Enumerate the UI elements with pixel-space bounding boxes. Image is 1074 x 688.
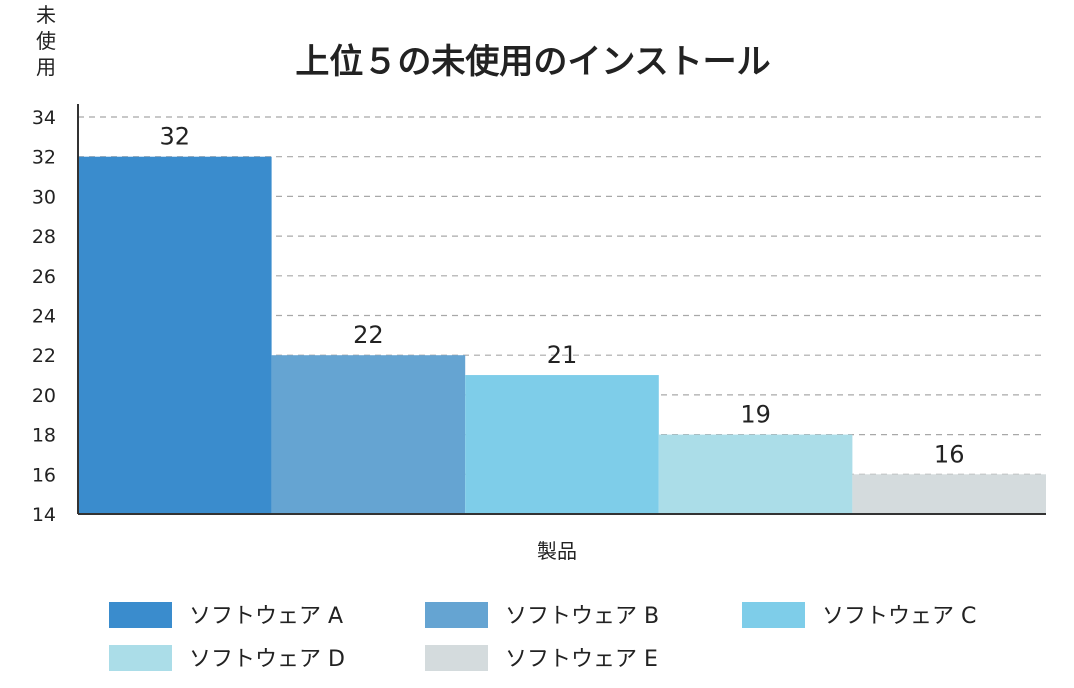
legend-swatch: [425, 602, 488, 628]
bar: [658, 434, 853, 514]
bar-value-label: 16: [934, 440, 965, 468]
bars: [78, 156, 1046, 514]
bar: [271, 355, 466, 514]
y-tick-label: 34: [32, 107, 56, 129]
bar: [852, 474, 1046, 514]
legend-label: ソフトウェア C: [822, 604, 976, 629]
y-tick-label: 24: [32, 306, 56, 328]
bar-value-label: 22: [353, 321, 384, 349]
y-tick-label: 18: [32, 425, 56, 447]
bar-value-label: 32: [160, 123, 191, 151]
gridlines: [78, 116, 1046, 475]
legend-swatch: [109, 645, 172, 671]
bar: [465, 375, 659, 514]
y-tick-label: 14: [32, 504, 56, 526]
legend-label: ソフトウェア D: [189, 647, 345, 672]
chart-title: 上位５の未使用のインストール: [295, 42, 770, 82]
bar-value-label: 19: [740, 401, 771, 429]
y-axis-ticks: 14 16 18 20 22 24 26 28 30 32 34: [32, 107, 56, 526]
legend-swatch: [109, 602, 172, 628]
bar-value-label: 21: [547, 341, 578, 369]
x-axis-title: 製品: [537, 539, 577, 563]
y-tick-label: 30: [32, 186, 56, 208]
y-tick-label: 26: [32, 266, 56, 288]
y-axis-title: 未使用: [36, 3, 56, 79]
y-tick-label: 22: [32, 345, 56, 367]
y-tick-label: 28: [32, 226, 56, 248]
legend-label: ソフトウェア A: [189, 604, 343, 629]
legend-label: ソフトウェア E: [505, 647, 658, 672]
bar: [78, 156, 272, 514]
y-tick-label: 16: [32, 464, 56, 486]
legend-swatch: [742, 602, 805, 628]
y-tick-label: 20: [32, 385, 56, 407]
legend-swatch: [425, 645, 488, 671]
y-tick-label: 32: [32, 147, 56, 169]
legend-label: ソフトウェア B: [505, 604, 659, 629]
bar-value-labels: 32 22 21 19 16: [160, 123, 965, 469]
legend: ソフトウェア A ソフトウェア B ソフトウェア C ソフトウェア D ソフトウェア E: [109, 602, 976, 672]
